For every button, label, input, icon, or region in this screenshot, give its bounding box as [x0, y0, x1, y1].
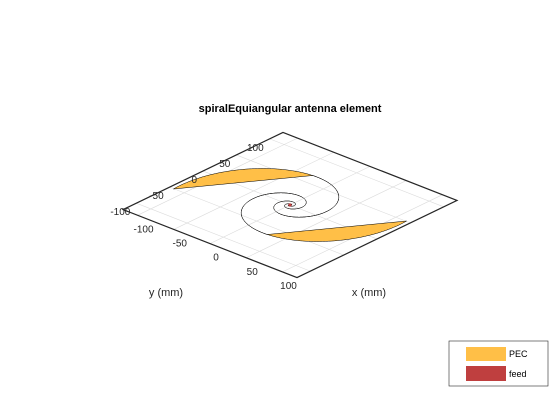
- spiral-arm-2: [240, 192, 407, 242]
- y-tick-label: -100: [110, 207, 130, 218]
- legend-label-pec: PEC: [509, 349, 528, 359]
- x-tick-label: 100: [280, 281, 297, 292]
- spiral-arms: [173, 168, 407, 242]
- y-tick-label: -50: [149, 191, 164, 202]
- y-tick-label: 50: [219, 159, 231, 170]
- chart-title: spiralEquiangular antenna element: [199, 103, 382, 115]
- plane-outline: [121, 131, 459, 279]
- x-tick-label: 0: [213, 253, 219, 264]
- y-tick-label: 100: [247, 143, 264, 154]
- grid-line-y: [169, 186, 344, 256]
- spiral-arm-1: [173, 168, 340, 218]
- grid-line-y: [269, 138, 444, 208]
- legend: PEC feed: [448, 340, 549, 387]
- y-tick-label: 0: [191, 175, 197, 186]
- feed-marker: [288, 203, 292, 207]
- legend-swatch-feed: [466, 366, 506, 381]
- x-tick-label: -50: [173, 238, 188, 249]
- grid-line-y: [236, 154, 411, 224]
- x-axis-label: x (mm): [352, 287, 386, 299]
- y-tick-labels: -100 -50 0 50 100: [110, 143, 264, 218]
- feed-point: [288, 203, 292, 207]
- grid-line-y: [136, 202, 311, 272]
- y-axis-label: y (mm): [149, 287, 183, 299]
- axes-box: [121, 131, 459, 279]
- legend-swatch-pec: [466, 347, 506, 361]
- x-tick-label: 50: [247, 267, 259, 278]
- legend-label-feed: feed: [509, 369, 527, 379]
- x-tick-labels: -100 -50 0 50 100: [133, 224, 297, 292]
- x-tick-label: -100: [133, 224, 153, 235]
